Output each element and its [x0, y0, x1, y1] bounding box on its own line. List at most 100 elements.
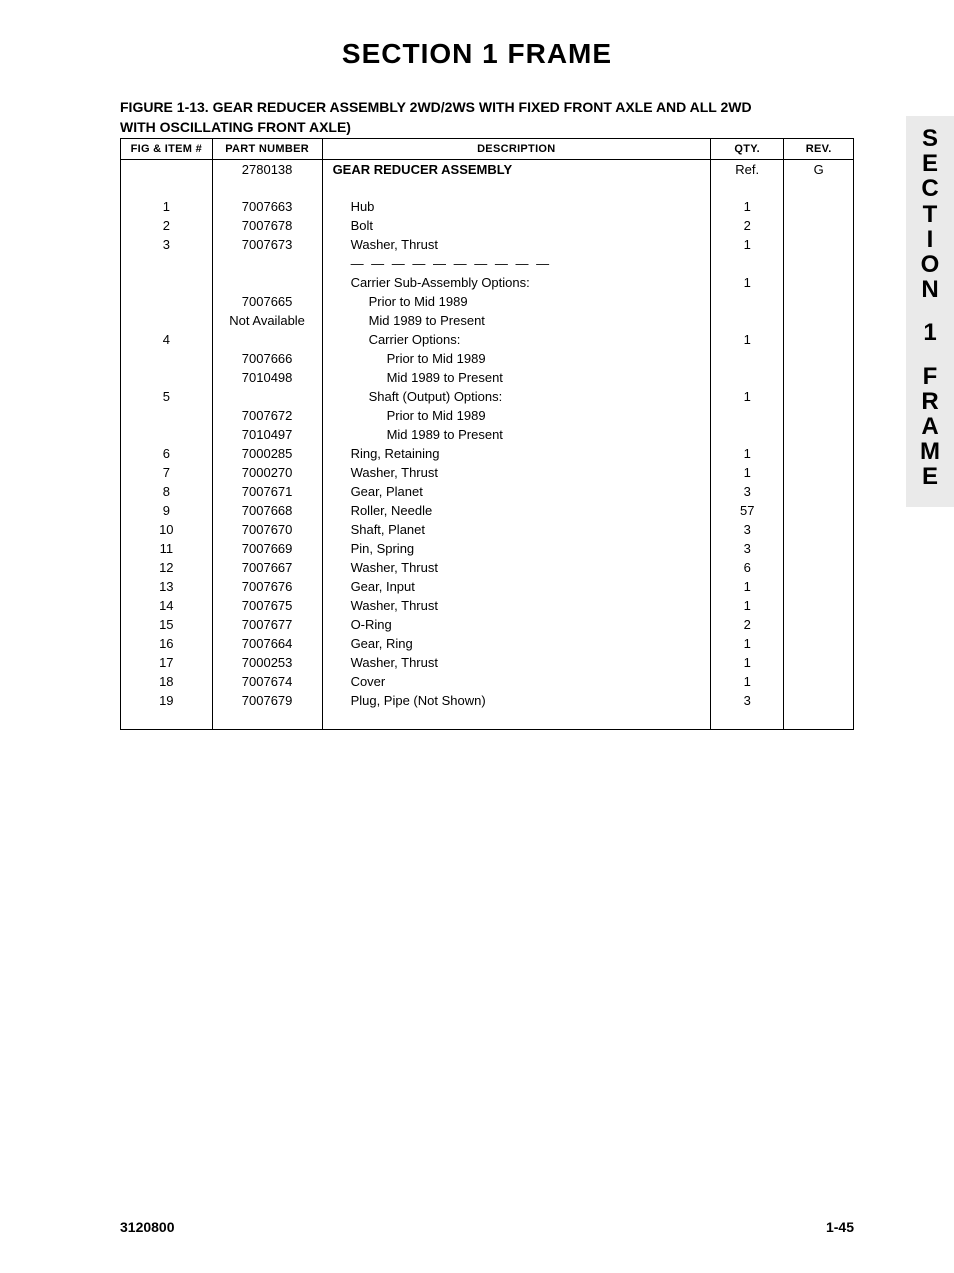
table-cell	[784, 673, 854, 692]
table-cell: 7010498	[212, 369, 322, 388]
side-tab-char: R	[906, 389, 954, 414]
table-row: 87007671Gear, Planet3	[121, 483, 854, 502]
side-tab-char: 1	[906, 320, 954, 345]
table-cell: 7007678	[212, 217, 322, 236]
table-cell: Ring, Retaining	[322, 445, 711, 464]
table-row: 177000253Washer, Thrust1	[121, 654, 854, 673]
table-cell: Prior to Mid 1989	[322, 293, 711, 312]
table-cell: 5	[121, 388, 213, 407]
table-cell	[711, 293, 784, 312]
table-cell: Washer, Thrust	[322, 654, 711, 673]
table-cell: 14	[121, 597, 213, 616]
table-row: 187007674Cover1	[121, 673, 854, 692]
table-cell	[322, 179, 711, 198]
table-cell: Washer, Thrust	[322, 464, 711, 483]
table-row: 2780138GEAR REDUCER ASSEMBLYRef.G	[121, 160, 854, 179]
table-cell	[212, 711, 322, 730]
table-cell: Cover	[322, 673, 711, 692]
table-cell: 17	[121, 654, 213, 673]
table-cell: 7007666	[212, 350, 322, 369]
table-cell: 3	[711, 692, 784, 711]
col-header-fig: FIG & ITEM #	[121, 139, 213, 160]
table-row: 37007673Washer, Thrust1	[121, 236, 854, 255]
side-tab-char	[906, 302, 954, 320]
table-cell: Mid 1989 to Present	[322, 312, 711, 331]
table-cell: 3	[711, 521, 784, 540]
table-cell: 1	[711, 331, 784, 350]
table-cell: 7007672	[212, 407, 322, 426]
table-cell	[711, 711, 784, 730]
table-row: — — — — — — — — — —	[121, 255, 854, 274]
table-cell	[784, 255, 854, 274]
table-cell: 7007677	[212, 616, 322, 635]
table-row: 137007676Gear, Input1	[121, 578, 854, 597]
table-cell: 10	[121, 521, 213, 540]
table-cell: Shaft (Output) Options:	[322, 388, 711, 407]
table-cell	[711, 407, 784, 426]
table-cell	[784, 616, 854, 635]
table-cell: 57	[711, 502, 784, 521]
table-cell: 1	[711, 236, 784, 255]
table-cell: 6	[711, 559, 784, 578]
table-row: 17007663Hub1	[121, 198, 854, 217]
table-cell: 4	[121, 331, 213, 350]
table-cell: 15	[121, 616, 213, 635]
table-cell	[121, 350, 213, 369]
table-row: 7007665Prior to Mid 1989	[121, 293, 854, 312]
table-cell: 3	[711, 540, 784, 559]
table-cell: 2	[121, 217, 213, 236]
table-cell: 11	[121, 540, 213, 559]
table-cell	[212, 179, 322, 198]
table-cell	[711, 369, 784, 388]
table-cell	[121, 160, 213, 179]
table-cell	[784, 198, 854, 217]
table-cell	[784, 236, 854, 255]
table-row: 77000270Washer, Thrust1	[121, 464, 854, 483]
table-cell: 3	[711, 483, 784, 502]
table-row: 107007670Shaft, Planet3	[121, 521, 854, 540]
table-cell: 1	[711, 445, 784, 464]
table-cell	[784, 369, 854, 388]
table-row: 147007675Washer, Thrust1	[121, 597, 854, 616]
table-cell: 9	[121, 502, 213, 521]
page-footer: 3120800 1-45	[120, 1219, 854, 1235]
table-cell	[121, 255, 213, 274]
side-tab-char: O	[906, 252, 954, 277]
table-cell	[711, 255, 784, 274]
table-cell: Mid 1989 to Present	[322, 426, 711, 445]
table-cell: Carrier Sub-Assembly Options:	[322, 274, 711, 293]
table-row: 7010498Mid 1989 to Present	[121, 369, 854, 388]
table-cell	[784, 464, 854, 483]
col-header-rev: REV.	[784, 139, 854, 160]
table-cell: 7	[121, 464, 213, 483]
table-row	[121, 179, 854, 198]
side-tab-char: I	[906, 227, 954, 252]
table-cell: Gear, Input	[322, 578, 711, 597]
table-cell: 1	[711, 654, 784, 673]
table-cell: Washer, Thrust	[322, 559, 711, 578]
table-row: 5 Shaft (Output) Options:1	[121, 388, 854, 407]
table-cell	[784, 559, 854, 578]
table-cell: 7007663	[212, 198, 322, 217]
table-cell	[121, 711, 213, 730]
table-cell: 8	[121, 483, 213, 502]
table-cell	[784, 692, 854, 711]
table-cell: 7007671	[212, 483, 322, 502]
table-cell: 7007675	[212, 597, 322, 616]
table-cell: Washer, Thrust	[322, 236, 711, 255]
side-tab-char	[906, 346, 954, 364]
table-cell: 7000285	[212, 445, 322, 464]
table-cell: Gear, Planet	[322, 483, 711, 502]
table-cell: Roller, Needle	[322, 502, 711, 521]
table-cell: 7007674	[212, 673, 322, 692]
table-cell: Gear, Ring	[322, 635, 711, 654]
table-cell	[711, 350, 784, 369]
table-cell: 2780138	[212, 160, 322, 179]
table-cell	[121, 312, 213, 331]
side-tab-char: A	[906, 414, 954, 439]
col-header-qty: QTY.	[711, 139, 784, 160]
table-cell: Not Available	[212, 312, 322, 331]
table-cell: Ref.	[711, 160, 784, 179]
table-cell	[121, 369, 213, 388]
table-cell: 1	[711, 635, 784, 654]
